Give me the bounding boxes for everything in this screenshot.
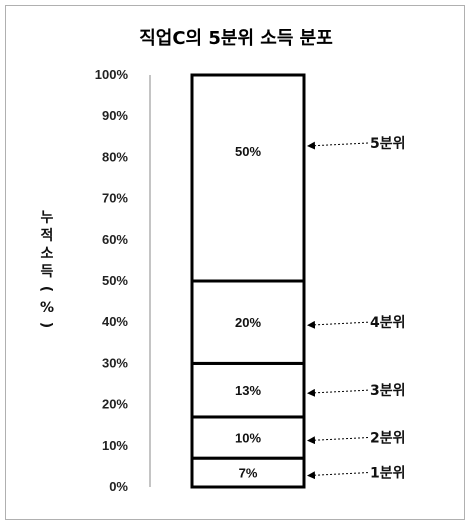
bar-segment [190, 361, 306, 419]
y-tick-label: 70% [102, 191, 128, 206]
annotation-arrow [307, 388, 369, 397]
y-axis-label-char: 득 [41, 264, 54, 280]
bar-segment [190, 279, 306, 365]
segment-value-label: 20% [235, 315, 261, 330]
segment-value-label: 50% [235, 144, 261, 159]
annotation-arrow [307, 471, 369, 480]
y-tick-label: 30% [102, 355, 128, 370]
quintile-label: 4분위 [370, 315, 406, 331]
segment-value-label: 13% [235, 383, 261, 398]
bar-segment [190, 456, 306, 489]
chart-title: 직업C의 5분위 소득 분포 [139, 28, 333, 49]
quintile-label: 1분위 [370, 466, 406, 482]
quintile-label: 3분위 [370, 383, 406, 399]
y-axis-label-char: 적 [41, 227, 54, 244]
bar-segment [190, 73, 306, 283]
annotation-arrow [307, 320, 369, 329]
quintile-label: 5분위 [370, 136, 406, 152]
annotation-arrow [307, 141, 369, 150]
y-tick-label: 60% [102, 232, 128, 247]
y-tick-label: 10% [102, 438, 128, 453]
y-axis-label-char: 소 [41, 246, 54, 262]
quintile-label: 2분위 [370, 431, 406, 447]
y-tick-label: 80% [102, 149, 128, 164]
annotation-arrow [307, 436, 369, 445]
y-axis-label-char: % [40, 300, 54, 316]
y-tick-label: 0% [109, 479, 128, 494]
y-tick-label: 40% [102, 314, 128, 329]
stacked-bar: 7% 10% 13% 20% 50% [190, 73, 306, 489]
y-tick-label: 90% [102, 108, 128, 123]
y-axis-label-char: ) [38, 322, 54, 328]
y-tick-label: 100% [95, 67, 129, 82]
y-tick-label: 20% [102, 397, 128, 412]
y-axis-label-char: ( [38, 286, 54, 292]
segment-value-label: 7% [239, 466, 258, 481]
quintile-annotations: 1분위 2분위 3분위 4분위 5분위 [307, 136, 406, 482]
segment-value-label: 10% [235, 431, 261, 446]
y-axis-ticks: 0% 10% 20% 30% 40% 50% 60% 70% 80% 90% 100% [95, 67, 129, 494]
y-tick-label: 50% [102, 273, 128, 288]
y-axis-label-char: 누 [41, 210, 54, 226]
